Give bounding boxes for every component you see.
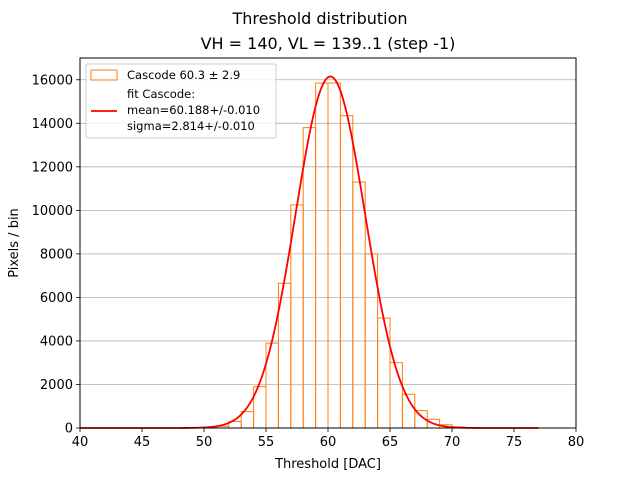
x-tick-label: 60 — [320, 435, 337, 450]
x-axis-label: Threshold [DAC] — [274, 457, 381, 472]
legend-histogram-swatch — [90, 69, 118, 81]
y-tick-label: 10000 — [32, 204, 73, 219]
legend-histogram-label: Cascode 60.3 ± 2.9 — [127, 68, 240, 82]
legend: Cascode 60.3 ± 2.9 fit Cascode: mean=60.… — [85, 63, 277, 139]
legend-fit-label-line-3: sigma=2.814+/-0.010 — [127, 119, 255, 133]
x-tick-label: 45 — [134, 435, 151, 450]
chart-title: Threshold distribution — [231, 9, 407, 28]
y-axis-label: Pixels / bin — [7, 208, 22, 278]
legend-fit-label-line-2: mean=60.188+/-0.010 — [127, 103, 260, 117]
y-tick-label: 8000 — [40, 247, 73, 262]
legend-box — [85, 63, 277, 139]
x-tick-label: 80 — [568, 435, 585, 450]
chart-subtitle: VH = 140, VL = 139..1 (step -1) — [201, 34, 456, 53]
y-tick-label: 16000 — [32, 73, 73, 88]
x-tick-label: 50 — [196, 435, 213, 450]
x-tick-label: 55 — [258, 435, 275, 450]
y-tick-label: 14000 — [32, 117, 73, 132]
y-tick-label: 2000 — [40, 378, 73, 393]
y-axis-ticks: 0 2000 4000 6000 8000 10000 12000 14000 16000 — [32, 73, 80, 437]
x-axis-ticks: 40 45 50 55 60 65 70 75 80 — [72, 428, 585, 450]
x-tick-label: 70 — [444, 435, 461, 450]
x-tick-label: 65 — [382, 435, 399, 450]
x-tick-label: 75 — [506, 435, 523, 450]
legend-fit-label-line-1: fit Cascode: — [127, 87, 195, 101]
y-tick-label: 12000 — [32, 160, 73, 175]
y-tick-label: 6000 — [40, 291, 73, 306]
y-tick-label: 4000 — [40, 334, 73, 349]
y-tick-label: 0 — [65, 422, 73, 437]
x-tick-label: 40 — [72, 435, 89, 450]
